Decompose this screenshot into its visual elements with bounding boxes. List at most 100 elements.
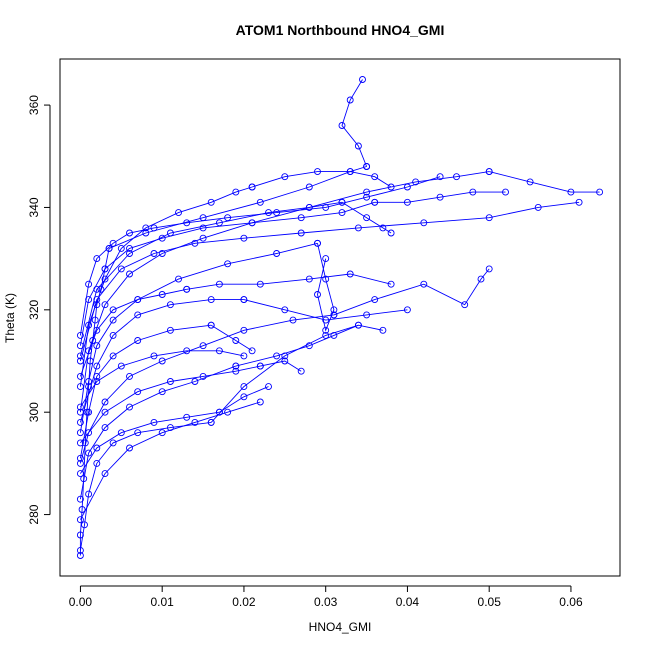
data-point — [346, 96, 354, 104]
data-point — [330, 311, 338, 319]
data-point — [224, 408, 232, 416]
series-line — [333, 268, 490, 316]
series-line — [79, 299, 244, 423]
series-line — [251, 171, 392, 188]
data-point — [485, 168, 493, 176]
data-point — [330, 331, 338, 339]
data-point — [150, 352, 158, 360]
data-point — [273, 209, 281, 217]
data-point — [101, 398, 109, 406]
series-line — [186, 273, 392, 290]
data-point — [76, 331, 84, 339]
series-line — [79, 365, 236, 500]
data-point — [338, 209, 346, 217]
x-tick-label: 0.03 — [314, 595, 338, 609]
data-point — [363, 311, 371, 319]
series-layer — [76, 76, 604, 559]
series-line — [219, 386, 269, 413]
series-13 — [76, 362, 240, 503]
data-point — [256, 398, 264, 406]
series-26 — [76, 198, 379, 350]
x-axis: 0.00 0.01 0.02 0.03 0.04 0.05 0.06 — [69, 585, 583, 609]
series-line — [243, 299, 408, 321]
data-point — [240, 393, 248, 401]
data-point — [314, 168, 321, 176]
data-point — [322, 316, 330, 324]
data-point — [76, 342, 84, 350]
data-point — [117, 362, 125, 370]
data-point — [93, 362, 101, 370]
y-tick-label: 320 — [27, 299, 41, 319]
x-tick-label: 0.04 — [396, 595, 420, 609]
data-point — [215, 347, 223, 355]
data-point — [101, 301, 109, 309]
data-point — [207, 198, 215, 206]
series-31 — [256, 357, 305, 375]
data-point — [126, 403, 133, 411]
series-29 — [207, 321, 256, 355]
x-tick-label: 0.06 — [559, 595, 583, 609]
y-tick-label: 340 — [27, 197, 41, 217]
data-point — [199, 372, 207, 380]
data-point — [175, 209, 182, 217]
x-tick-label: 0.00 — [69, 595, 93, 609]
series-line — [341, 79, 368, 167]
series-line — [80, 411, 220, 474]
data-point — [93, 285, 101, 293]
data-point — [109, 306, 117, 314]
data-point — [85, 490, 93, 498]
data-point — [158, 250, 166, 257]
data-point — [256, 198, 264, 206]
data-point — [134, 429, 142, 437]
data-point — [363, 214, 371, 222]
data-point — [534, 203, 542, 211]
data-point — [126, 270, 133, 278]
series-line — [235, 324, 359, 367]
data-point — [567, 188, 575, 196]
series-28 — [76, 321, 215, 462]
data-point — [158, 388, 166, 396]
data-point — [330, 306, 338, 314]
data-point — [346, 270, 354, 278]
data-point — [93, 342, 101, 350]
data-point — [207, 296, 215, 304]
data-point — [134, 337, 142, 344]
data-point — [485, 214, 493, 222]
data-point — [240, 296, 248, 304]
data-point — [289, 316, 297, 324]
series-line — [489, 171, 600, 193]
data-point — [403, 306, 411, 314]
data-point — [93, 378, 101, 385]
data-point — [265, 209, 272, 217]
series-line — [210, 324, 383, 423]
data-point — [76, 531, 84, 539]
data-point — [305, 275, 313, 283]
data-point — [297, 229, 305, 237]
data-point — [477, 275, 485, 283]
data-point — [76, 454, 84, 462]
data-point — [387, 229, 395, 237]
series-line — [79, 201, 375, 346]
data-point — [265, 383, 272, 391]
x-tick-label: 0.02 — [232, 595, 256, 609]
data-point — [207, 418, 215, 426]
series-line — [79, 201, 580, 362]
data-point — [93, 444, 101, 452]
data-point — [166, 326, 174, 334]
data-point — [166, 424, 174, 432]
data-point — [256, 362, 264, 370]
data-point — [371, 198, 379, 206]
data-point — [322, 326, 330, 334]
series-33 — [338, 198, 395, 237]
data-point — [76, 418, 84, 426]
data-point — [346, 168, 354, 176]
data-point — [314, 239, 321, 247]
data-point — [240, 352, 248, 360]
data-point — [502, 188, 509, 196]
data-point — [142, 224, 150, 232]
series-7 — [330, 265, 493, 319]
data-point — [109, 352, 117, 360]
series-line — [79, 288, 187, 377]
data-point — [93, 326, 101, 334]
data-point — [461, 301, 469, 309]
